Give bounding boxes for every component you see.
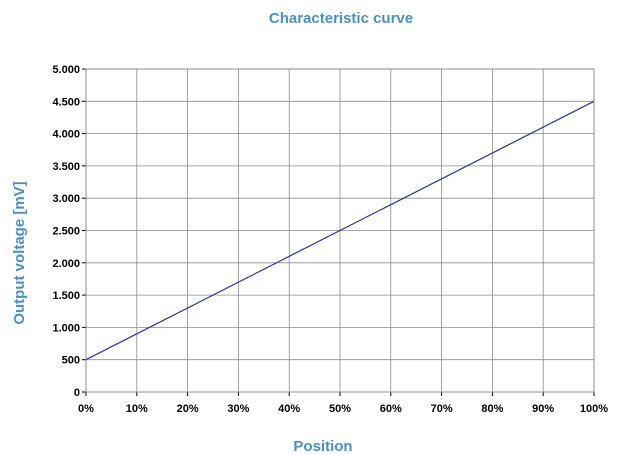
plot-frame	[85, 68, 595, 393]
series	[85, 100, 595, 361]
x-tick-label: 80%	[481, 403, 503, 415]
x-tick-label: 0%	[78, 403, 94, 415]
y-tick-label: 3.000	[52, 193, 80, 205]
y-tick-label: 4.500	[52, 96, 80, 108]
x-tick-label: 60%	[380, 403, 402, 415]
y-tick-label: 2.000	[52, 258, 80, 270]
x-tick-label: 50%	[329, 403, 351, 415]
y-tick-label: 500	[62, 355, 80, 367]
y-axis-title: Output voltage [mV]	[11, 181, 28, 324]
y-tick-label: 0	[74, 387, 80, 399]
y-tick-label: 4.000	[52, 129, 80, 141]
x-tick-label: 40%	[278, 403, 300, 415]
y-tick-label: 1.000	[52, 322, 80, 334]
x-axis-title: Position	[293, 438, 352, 455]
series-line	[85, 100, 595, 361]
x-tick-label: 70%	[431, 403, 453, 415]
x-tick-label: 30%	[227, 403, 249, 415]
y-tick-label: 5.000	[52, 64, 80, 76]
x-tick-label: 10%	[126, 403, 148, 415]
y-tick-label: 1.500	[52, 290, 80, 302]
x-tick-label: 90%	[532, 403, 554, 415]
chart-title: Characteristic curve	[269, 10, 413, 27]
y-tick-label: 3.500	[52, 161, 80, 173]
x-tick-label: 100%	[580, 403, 608, 415]
tick-labels: 0% 10% 20% 30% 40% 50% 60% 70% 80% 90% 100% 0 500 1.0…	[52, 64, 608, 415]
x-tick-label: 20%	[177, 403, 199, 415]
y-tick-label: 2.500	[52, 226, 80, 238]
grid	[82, 68, 595, 396]
